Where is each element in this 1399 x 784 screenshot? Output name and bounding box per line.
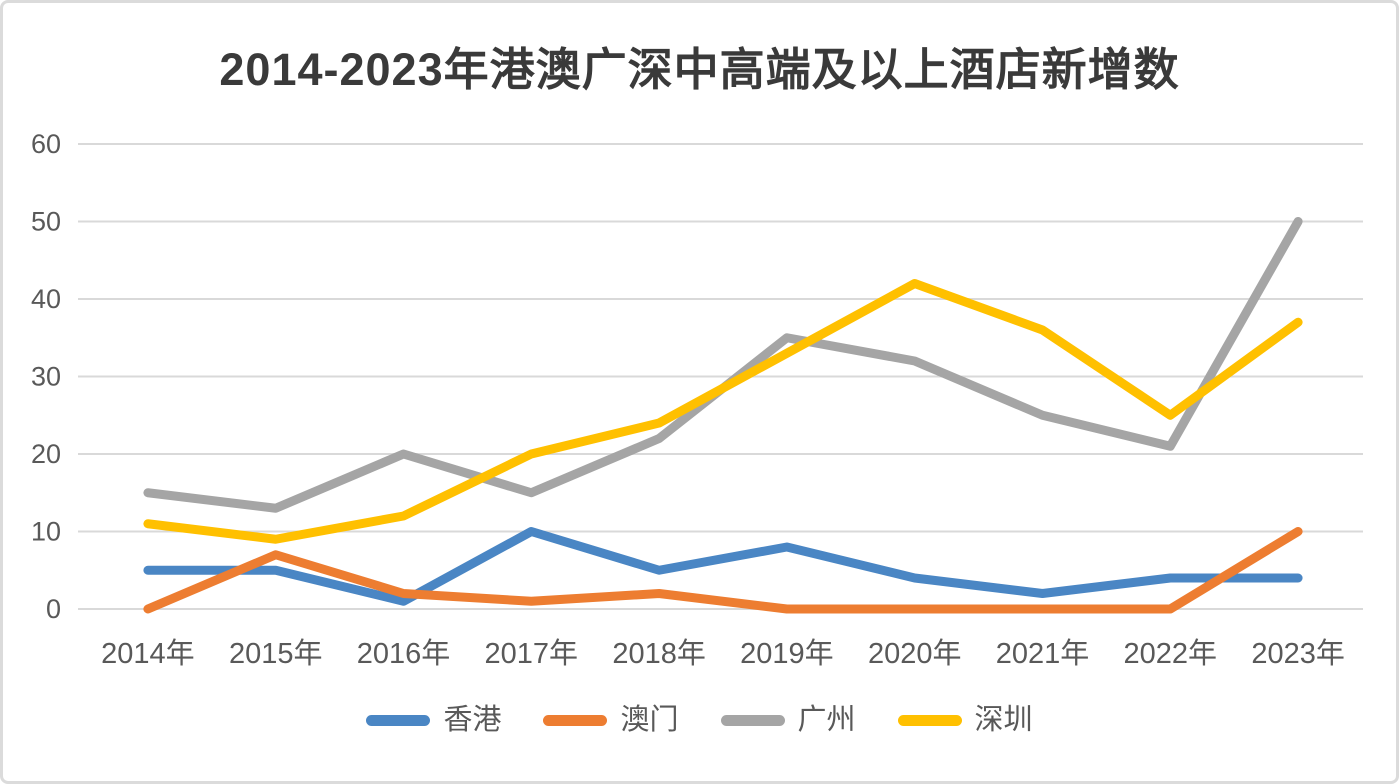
legend-item-guangzhou: 广州 xyxy=(720,704,856,736)
legend-label-hong-kong: 香港 xyxy=(443,704,502,736)
legend-swatch-hong-kong xyxy=(366,715,431,726)
series-line-shenzhen xyxy=(143,279,1303,544)
x-axis-label-2015: 2015年 xyxy=(229,637,323,670)
x-axis-label-2022: 2022年 xyxy=(1124,637,1218,670)
x-axis-label-2021: 2021年 xyxy=(996,637,1090,670)
series-line-guangzhou xyxy=(143,217,1303,513)
series-line-macau xyxy=(143,527,1303,614)
y-tick-label-30: 30 xyxy=(31,362,61,392)
x-axis-label-2017: 2017年 xyxy=(485,637,579,670)
legend-label-macau: 澳门 xyxy=(620,704,679,736)
y-tick-label-50: 50 xyxy=(31,207,61,237)
line-chart-plot-area: 0 10 20 30 40 50 60 2014年 2015年 2016年 2017年 2018年 20… xyxy=(31,129,1363,670)
y-tick-label-60: 60 xyxy=(31,129,61,159)
series-line-hong-kong xyxy=(143,527,1303,606)
x-axis-label-2019: 2019年 xyxy=(740,637,834,670)
x-axis-label-2023: 2023年 xyxy=(1251,637,1345,670)
x-axis-label-2018: 2018年 xyxy=(612,637,706,670)
legend-label-shenzhen: 深圳 xyxy=(974,704,1033,736)
legend-swatch-macau xyxy=(543,715,608,726)
y-tick-label-40: 40 xyxy=(31,284,61,314)
legend-item-shenzhen: 深圳 xyxy=(897,704,1033,736)
legend-item-hong-kong: 香港 xyxy=(366,706,501,735)
y-tick-label-10: 10 xyxy=(31,517,61,547)
x-axis-label-2020: 2020年 xyxy=(868,637,962,670)
legend-swatch-guangzhou xyxy=(720,715,785,726)
chart-title: 2014-2023年港澳广深中高端及以上酒店新增数 xyxy=(219,44,1180,95)
legend-item-macau: 澳门 xyxy=(543,704,679,736)
chart-legend: 香港 澳门 广州 深圳 xyxy=(3,706,1396,735)
y-tick-label-0: 0 xyxy=(46,594,61,624)
x-axis-label-2016: 2016年 xyxy=(357,637,451,670)
y-tick-label-20: 20 xyxy=(31,439,61,469)
legend-label-guangzhou: 广州 xyxy=(797,704,856,736)
legend-swatch-shenzhen xyxy=(897,715,962,726)
x-axis-label-2014: 2014年 xyxy=(101,637,195,670)
